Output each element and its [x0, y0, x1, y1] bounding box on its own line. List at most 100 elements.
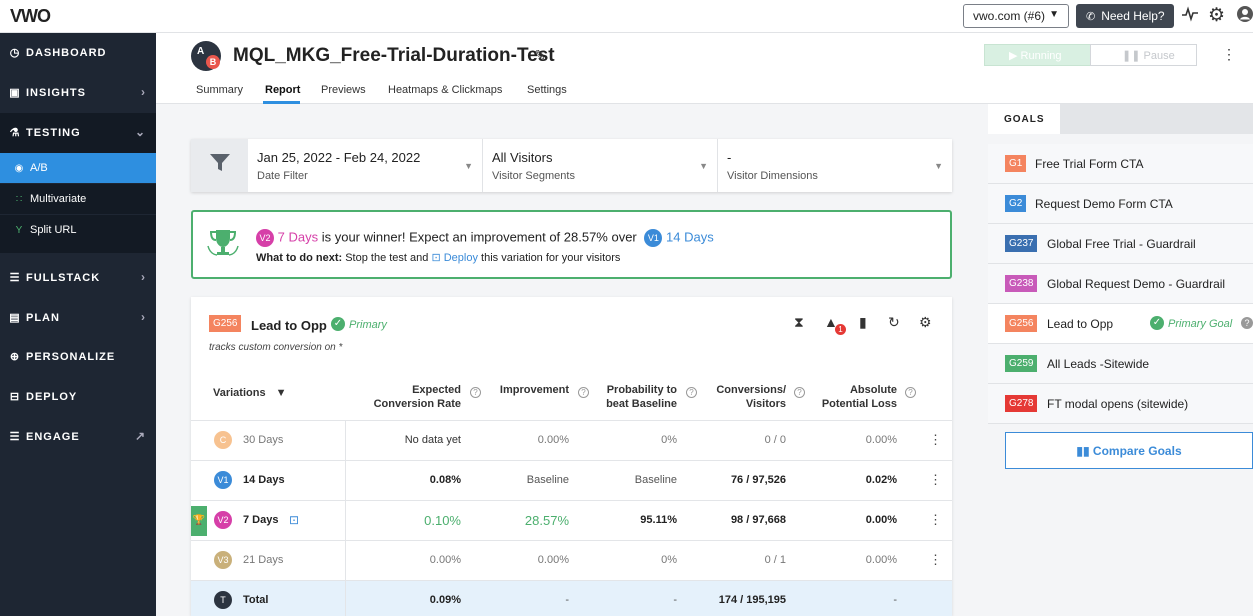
- more-options-icon[interactable]: ⋮: [1222, 46, 1236, 62]
- caret-down-icon: ▼: [699, 161, 708, 171]
- row-menu-icon[interactable]: ⋮: [929, 512, 942, 527]
- column-header-label: Conversion Rate: [373, 398, 461, 410]
- improvement: 0.00%: [537, 554, 569, 566]
- deploy-icon[interactable]: ⊡: [289, 513, 300, 527]
- goal-tag: G1: [1005, 155, 1027, 172]
- warning-icon[interactable]: ▲: [824, 314, 838, 330]
- dashboard-icon: ◷: [9, 47, 21, 59]
- hourglass-icon[interactable]: ⧗: [794, 314, 804, 330]
- variation-badge: V1: [644, 229, 663, 247]
- next-steps-text: this variation for your visitors: [481, 252, 621, 264]
- goal-item[interactable]: G2 Request Demo Form CTA: [988, 184, 1253, 224]
- goal-item[interactable]: G278 FT modal opens (sitewide): [988, 384, 1253, 424]
- goal-item[interactable]: G259 All Leads -Sitewide: [988, 344, 1253, 384]
- sidebar-item-label: DEPLOY: [26, 391, 78, 403]
- caret-down-icon: ▼: [1049, 9, 1059, 20]
- pause-icon: ❚❚: [1122, 50, 1144, 62]
- sidebar-item-insights[interactable]: ▣ INSIGHTS ›: [0, 73, 156, 113]
- goal-name: Free Trial Form CTA: [1035, 157, 1144, 171]
- vwo-logo[interactable]: VWO: [10, 6, 51, 27]
- conversion-rate: 0.09%: [429, 594, 461, 606]
- potential-loss: 0.00%: [865, 554, 897, 566]
- sidebar-subitem-ab[interactable]: ◉ A/B: [0, 153, 156, 183]
- sidebar-item-deploy[interactable]: ⊟ DEPLOY: [0, 377, 156, 417]
- help-icon[interactable]: ?: [1241, 317, 1253, 329]
- help-icon[interactable]: ?: [905, 387, 916, 398]
- help-icon[interactable]: ?: [686, 387, 697, 398]
- filter-funnel-icon[interactable]: [191, 139, 248, 192]
- account-select[interactable]: vwo.com (#6) ▼: [963, 4, 1069, 28]
- external-link-icon: ↗: [134, 429, 146, 443]
- need-help-button[interactable]: ✆ Need Help?: [1076, 4, 1174, 28]
- row-menu-icon[interactable]: ⋮: [929, 472, 942, 487]
- bookmark-icon[interactable]: ▮: [859, 314, 867, 330]
- caret-down-icon: ▼: [464, 161, 473, 171]
- sidebar-item-plan[interactable]: ▤ PLAN ›: [0, 298, 156, 338]
- help-icon[interactable]: ?: [578, 387, 589, 398]
- table-row[interactable]: V3 21 Days 0.00% 0.00% 0% 0 / 1 0.00% ⋮: [191, 540, 952, 580]
- sidebar-item-personalize[interactable]: ⊕ PERSONALIZE: [0, 337, 156, 377]
- tab-goals[interactable]: GOALS: [988, 104, 1060, 134]
- pause-button[interactable]: ❚❚ Pause: [1090, 44, 1197, 66]
- date-filter-dropdown[interactable]: Jan 25, 2022 - Feb 24, 2022 Date Filter …: [248, 139, 482, 192]
- sidebar-subitem-label: Split URL: [30, 224, 77, 236]
- tab-settings[interactable]: Settings: [527, 84, 567, 96]
- help-icon[interactable]: ?: [794, 387, 805, 398]
- goals-panel: GOALS G1 Free Trial Form CTA G2 Request …: [988, 104, 1253, 616]
- potential-loss: 0.00%: [865, 514, 897, 526]
- goal-item[interactable]: G237 Global Free Trial - Guardrail: [988, 224, 1253, 264]
- goal-tag: G256: [209, 315, 242, 332]
- tab-summary[interactable]: Summary: [196, 84, 244, 96]
- variation-badge: C: [214, 431, 232, 449]
- row-menu-icon[interactable]: ⋮: [929, 552, 942, 567]
- goal-tag: G259: [1005, 355, 1038, 372]
- sidebar-item-label: DASHBOARD: [26, 47, 107, 59]
- goal-subtitle: tracks custom conversion on *: [209, 342, 343, 353]
- goal-item[interactable]: G238 Global Request Demo - Guardrail: [988, 264, 1253, 304]
- variation-name: 30 Days: [243, 434, 284, 446]
- sidebar-subitem-split-url[interactable]: Y Split URL: [0, 215, 156, 253]
- visitor-dimensions-dropdown[interactable]: - Visitor Dimensions ▼: [718, 139, 952, 192]
- winner-text: is your winner! Expect an improvement of…: [321, 229, 637, 245]
- sidebar-item-label: ENGAGE: [26, 431, 80, 443]
- table-row[interactable]: V1 14 Days 0.08% Baseline Baseline 76 / …: [191, 460, 952, 500]
- user-avatar-icon[interactable]: [1237, 6, 1253, 27]
- sidebar-item-testing[interactable]: ⚗ TESTING ⌄: [0, 113, 156, 153]
- probability: 0%: [661, 554, 677, 566]
- tab-report[interactable]: Report: [265, 84, 301, 96]
- tab-strip: [1060, 104, 1253, 134]
- sidebar-subitem-multivariate[interactable]: ∷ Multivariate: [0, 184, 156, 214]
- row-menu-icon[interactable]: ⋮: [929, 432, 942, 447]
- filter-funnel-icon[interactable]: ▼: [275, 387, 287, 399]
- tab-heatmaps-clickmaps[interactable]: Heatmaps & Clickmaps: [388, 84, 503, 96]
- goal-item[interactable]: G1 Free Trial Form CTA: [988, 144, 1253, 184]
- deploy-icon: ⊟: [9, 391, 21, 403]
- date-filter-value: Jan 25, 2022 - Feb 24, 2022: [257, 150, 421, 165]
- help-icon[interactable]: ?: [470, 387, 481, 398]
- settings-gear-icon[interactable]: ⚙: [919, 314, 932, 330]
- activity-icon[interactable]: [1181, 6, 1199, 27]
- edit-pencil-icon[interactable]: ✎: [534, 47, 546, 63]
- table-row[interactable]: C 30 Days No data yet 0.00% 0% 0 / 0 0.0…: [191, 420, 952, 460]
- multivariate-icon: ∷: [15, 194, 23, 205]
- visitor-dimensions-value: -: [727, 150, 732, 165]
- sidebar-item-engage[interactable]: ☰ ENGAGE ↗: [0, 417, 156, 457]
- tab-previews[interactable]: Previews: [321, 84, 366, 96]
- table-row[interactable]: V2 7 Days ⊡ 0.10% 28.57% 95.11% 98 / 97,…: [191, 500, 952, 540]
- variation-badge: V2: [214, 511, 232, 529]
- column-header-label: Variations: [213, 387, 266, 399]
- sidebar: ◷ DASHBOARD ▣ INSIGHTS › ⚗ TESTING ⌄ ◉ A/B ∷ Mu…: [0, 33, 156, 616]
- deploy-link[interactable]: Deploy: [443, 252, 478, 264]
- column-header-label: Improvement: [499, 384, 569, 396]
- running-button[interactable]: ▶ Running: [984, 44, 1091, 66]
- goal-tag: G2: [1005, 195, 1027, 212]
- compare-goals-button[interactable]: ▮▮ Compare Goals: [1005, 432, 1253, 469]
- sidebar-item-fullstack[interactable]: ☰ FULLSTACK ›: [0, 258, 156, 298]
- sidebar-item-dashboard[interactable]: ◷ DASHBOARD: [0, 33, 156, 73]
- visitor-segments-dropdown[interactable]: All Visitors Visitor Segments ▼: [483, 139, 717, 192]
- sidebar-item-label: FULLSTACK: [26, 272, 101, 284]
- winner-next-steps: What to do next: Stop the test and ⊡ Dep…: [256, 251, 620, 264]
- goal-item-selected[interactable]: G256 Lead to Opp ✓ Primary Goal ?: [988, 304, 1253, 344]
- settings-gear-icon[interactable]: ⚙: [1208, 5, 1226, 26]
- refresh-icon[interactable]: ↻: [888, 314, 900, 330]
